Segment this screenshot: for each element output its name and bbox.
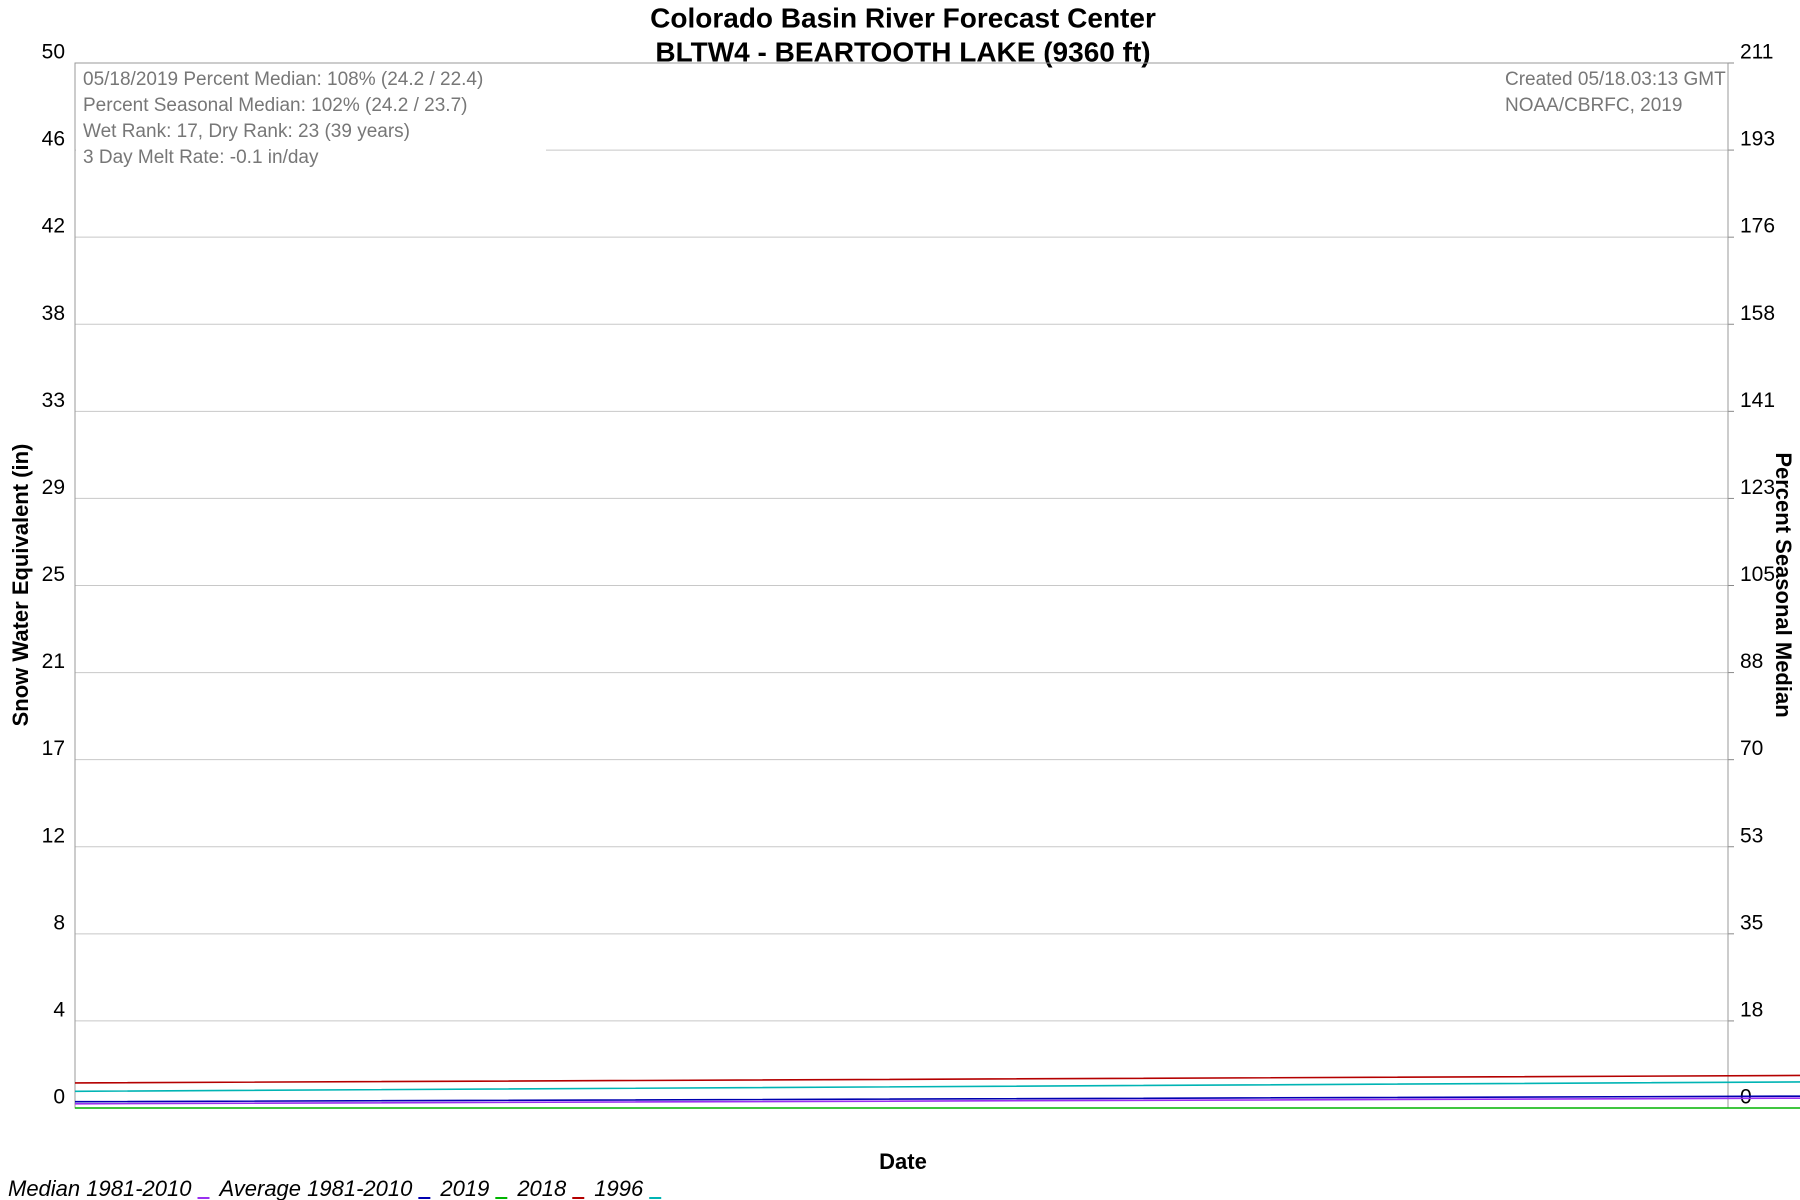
y-tick-label: 12 bbox=[42, 824, 65, 847]
info-box bbox=[76, 64, 546, 180]
info-text: Wet Rank: 17, Dry Rank: 23 (39 years) bbox=[83, 121, 410, 142]
y-tick-label: 42 bbox=[42, 215, 65, 238]
y2-tick-label: 141 bbox=[1740, 389, 1775, 412]
y2-tick-label: 18 bbox=[1740, 998, 1763, 1021]
y2-tick-label: 70 bbox=[1740, 737, 1763, 760]
y2-tick-label: 158 bbox=[1740, 302, 1775, 325]
legend-label: 2018 bbox=[516, 1176, 567, 1200]
info-text: 3 Day Melt Rate: -0.1 in/day bbox=[83, 147, 319, 168]
y2-tick-label: 105 bbox=[1740, 563, 1775, 586]
info-box bbox=[1497, 64, 1727, 126]
y-tick-label: 29 bbox=[42, 476, 65, 499]
y2-tick-label: 88 bbox=[1740, 650, 1763, 673]
info-text: Created 05/18.03:13 GMT bbox=[1505, 69, 1726, 90]
y-tick-label: 50 bbox=[42, 41, 65, 64]
info-text: 05/18/2019 Percent Median: 108% (24.2 / … bbox=[83, 69, 483, 90]
y2-tick-label: 35 bbox=[1740, 911, 1763, 934]
y-axis-title: Snow Water Equivalent (in) bbox=[8, 444, 33, 727]
chart-title: Colorado Basin River Forecast Center bbox=[650, 2, 1156, 33]
y2-tick-label: 193 bbox=[1740, 128, 1775, 151]
y2-tick-label: 53 bbox=[1740, 824, 1763, 847]
info-text: Percent Seasonal Median: 102% (24.2 / 23… bbox=[83, 95, 467, 116]
chart-subtitle: BLTW4 - BEARTOOTH LAKE (9360 ft) bbox=[655, 36, 1150, 67]
y-tick-label: 33 bbox=[42, 389, 65, 412]
y-tick-label: 25 bbox=[42, 563, 65, 586]
legend-label: 2019 bbox=[439, 1176, 489, 1200]
y-tick-label: 21 bbox=[42, 650, 65, 673]
legend-label: Average 1981-2010 bbox=[217, 1176, 413, 1200]
legend-label: Median 1981-2010 bbox=[8, 1176, 192, 1200]
y-tick-label: 0 bbox=[53, 1086, 65, 1109]
x-axis-title: Date bbox=[879, 1149, 927, 1174]
y-tick-label: 8 bbox=[53, 911, 65, 934]
legend-label: 1996 bbox=[594, 1176, 644, 1200]
y-tick-label: 4 bbox=[53, 998, 65, 1021]
y-tick-label: 46 bbox=[42, 128, 65, 151]
y-tick-label: 38 bbox=[42, 302, 65, 325]
info-text: NOAA/CBRFC, 2019 bbox=[1505, 95, 1682, 116]
y2-axis-title: Percent Seasonal Median bbox=[1771, 452, 1796, 717]
y2-tick-label: 211 bbox=[1740, 41, 1773, 64]
y2-tick-label: 176 bbox=[1740, 215, 1775, 238]
y2-tick-label: 123 bbox=[1740, 476, 1775, 499]
y-tick-label: 17 bbox=[42, 737, 65, 760]
